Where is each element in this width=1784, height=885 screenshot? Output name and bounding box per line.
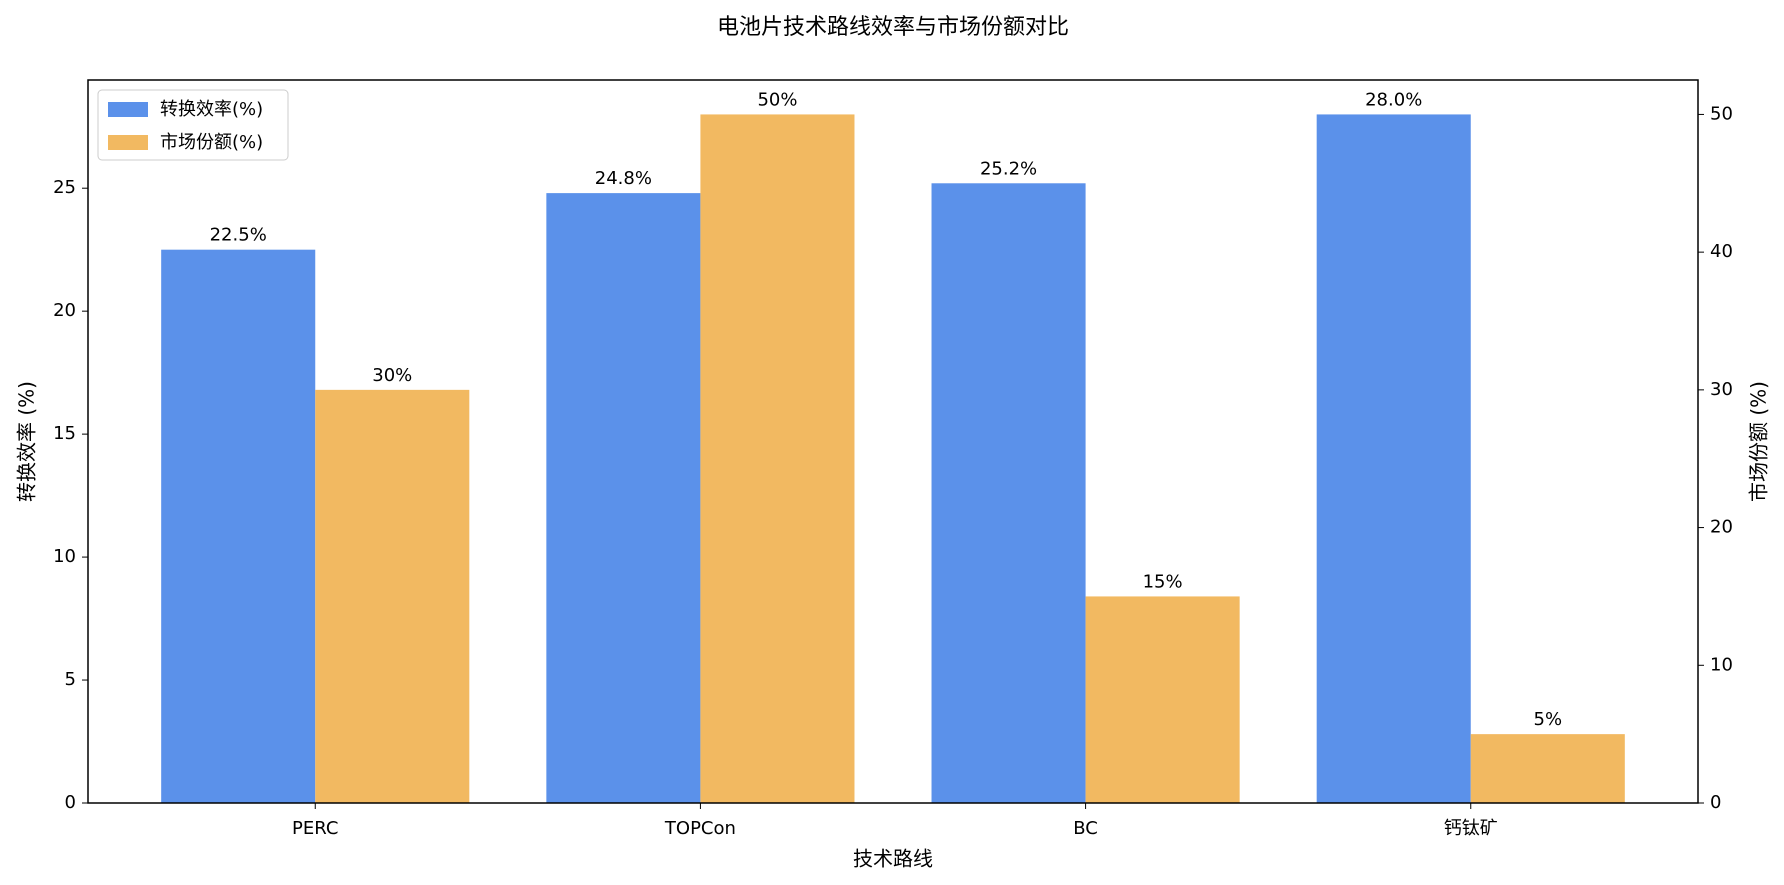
y2-tick-label: 30 [1710,379,1733,400]
plot-frame [87,79,1699,804]
y-tick-label: 20 [53,300,76,321]
value-label: 28.0% [1365,89,1422,110]
bar [1085,596,1240,803]
y2-tick-label: 50 [1710,103,1733,124]
value-label: 50% [757,89,797,110]
y2-tick-label: 20 [1710,517,1733,538]
y2-axis-label: 市场份额 (%) [1747,381,1771,502]
y2-tick-label: 40 [1710,241,1733,262]
value-label: 24.8% [595,168,652,189]
y-tick-label: 15 [53,423,76,444]
bar [161,249,316,804]
bar [1470,734,1625,803]
value-label: 15% [1143,571,1183,592]
bar [546,193,701,804]
x-tick-label: BC [1073,818,1098,839]
y-tick-label: 25 [53,177,76,198]
y-tick-label: 5 [65,669,76,690]
y-tick-label: 10 [53,546,76,567]
y-tick-label: 0 [65,792,76,813]
value-label: 22.5% [210,225,267,246]
x-axis-label: 技术路线 [853,847,933,871]
bar [931,183,1086,804]
y-axis-label: 转换效率 (%) [15,381,39,502]
value-label: 25.2% [980,158,1037,179]
legend-swatch [108,135,148,150]
legend-label: 市场份额(%) [160,132,263,153]
chart-title: 电池片技术路线效率与市场份额对比 [717,15,1069,40]
x-tick-label: 钙钛矿 [1444,818,1498,839]
bar [1316,114,1471,803]
bar [315,389,470,803]
y2-tick-label: 0 [1710,792,1721,813]
y2-tick-label: 10 [1710,654,1733,675]
x-tick-label: TOPCon [664,818,736,839]
legend-label: 转换效率(%) [160,99,263,120]
bar [700,114,855,803]
value-label: 30% [372,365,412,386]
x-tick-label: PERC [292,818,338,839]
legend-swatch [108,102,148,117]
value-label: 5% [1534,709,1563,730]
